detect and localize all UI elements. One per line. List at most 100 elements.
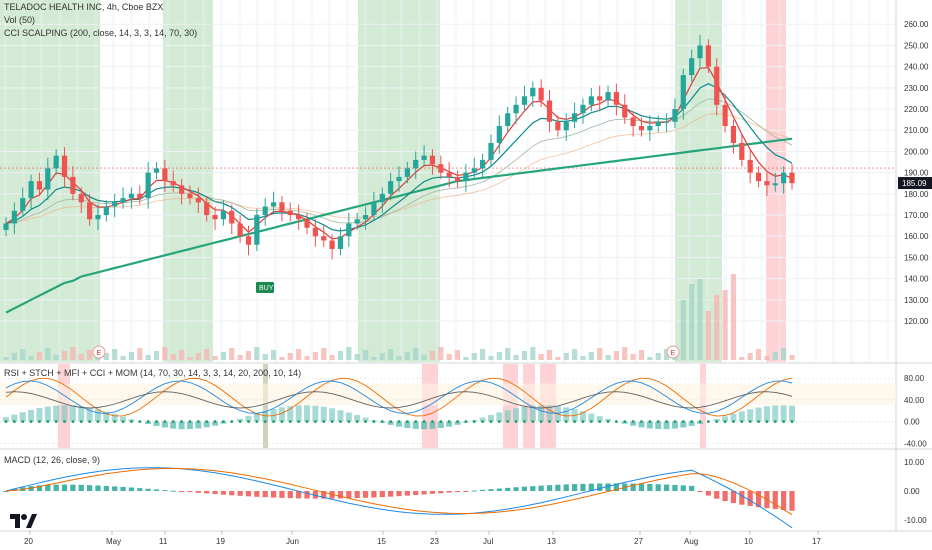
volume-bar bbox=[178, 350, 185, 360]
rsi-histogram bbox=[446, 421, 453, 427]
macd-histogram bbox=[521, 486, 528, 491]
light-stripe bbox=[184, 0, 187, 362]
rsi-zero-dot bbox=[732, 420, 735, 423]
rsi-zero-dot bbox=[130, 420, 133, 423]
price-axis-label: 210.00 bbox=[904, 126, 929, 135]
rsi-zero-dot bbox=[564, 420, 568, 423]
rsi-zero-dot bbox=[263, 420, 267, 423]
light-stripe bbox=[310, 0, 313, 362]
rsi-zero-dot bbox=[690, 420, 694, 423]
volume-bar bbox=[680, 300, 686, 360]
candle bbox=[195, 198, 201, 203]
macd-histogram bbox=[480, 489, 486, 491]
rsi-zero-dot bbox=[330, 420, 334, 423]
rsi-zero-dot bbox=[606, 420, 610, 423]
rsi-histogram bbox=[421, 421, 428, 430]
ma200-line bbox=[5, 137, 793, 314]
light-stripe bbox=[238, 0, 241, 362]
macd-histogram bbox=[638, 483, 645, 491]
rsi-histogram bbox=[337, 410, 344, 422]
light-stripe bbox=[778, 0, 781, 362]
rsi-zero-dot bbox=[38, 420, 41, 423]
light-stripe bbox=[508, 0, 511, 362]
rsi-zero-dot bbox=[12, 420, 16, 423]
candle bbox=[270, 202, 277, 207]
volume-bar bbox=[354, 354, 360, 360]
macd-histogram bbox=[287, 491, 293, 499]
volume-bar bbox=[20, 349, 26, 360]
chart-title: TELADOC HEALTH INC, 4h, Cboe BZX bbox=[4, 2, 164, 12]
volume-bar bbox=[505, 348, 511, 360]
rsi-zero-dot bbox=[46, 420, 50, 423]
time-axis-label: 17 bbox=[812, 537, 821, 546]
light-stripe bbox=[346, 0, 349, 362]
volume-bar bbox=[78, 354, 84, 360]
price-axis-label: 190.00 bbox=[904, 169, 929, 178]
macd-histogram bbox=[78, 484, 84, 491]
rsi-histogram bbox=[19, 412, 26, 422]
macd-histogram bbox=[421, 491, 427, 495]
rsi-histogram bbox=[738, 411, 745, 422]
rsi-histogram bbox=[345, 412, 352, 422]
macd-histogram bbox=[546, 485, 553, 491]
rsi-zero-dot bbox=[431, 420, 434, 423]
rsi-histogram bbox=[671, 421, 678, 429]
candle bbox=[229, 210, 235, 224]
rsi-histogram bbox=[237, 418, 244, 422]
rsi-zero-dot bbox=[355, 420, 359, 423]
macd-histogram bbox=[3, 491, 9, 492]
rsi-histogram bbox=[312, 405, 319, 422]
rsi-zero-dot bbox=[213, 420, 217, 423]
cci-legend: CCI SCALPING (200, close, 14, 3, 3, 14, … bbox=[4, 28, 198, 38]
rsi-zero-dot bbox=[88, 420, 92, 423]
rsi-axis-label: 40.00 bbox=[904, 396, 925, 405]
candle bbox=[321, 236, 327, 241]
candle bbox=[488, 142, 494, 160]
rsi-zero-dot bbox=[21, 420, 25, 423]
macd-histogram bbox=[697, 491, 703, 492]
price-axis-label: 170.00 bbox=[904, 211, 929, 220]
candle bbox=[714, 66, 720, 105]
rsi-histogram bbox=[253, 413, 260, 422]
rsi-zero-dot bbox=[205, 420, 209, 423]
price-axis-label: 200.00 bbox=[904, 147, 929, 156]
candle bbox=[638, 126, 645, 131]
rsi-histogram bbox=[680, 421, 687, 428]
light-stripe bbox=[382, 0, 385, 362]
rsi-zero-dot bbox=[481, 420, 485, 423]
price-axis-label: 150.00 bbox=[904, 253, 929, 262]
candle bbox=[647, 126, 653, 131]
macd-histogram bbox=[655, 484, 661, 491]
rsi-histogram bbox=[396, 421, 402, 427]
macd-histogram bbox=[471, 490, 477, 492]
macd-histogram bbox=[555, 484, 561, 491]
candle bbox=[262, 206, 268, 216]
rsi-zero-dot bbox=[272, 420, 275, 423]
candle bbox=[755, 172, 762, 182]
rsi-histogram bbox=[86, 407, 93, 422]
light-stripe bbox=[274, 0, 277, 362]
candle bbox=[254, 215, 260, 245]
time-axis-label: 19 bbox=[216, 537, 225, 546]
rsi-zero-dot bbox=[681, 420, 685, 423]
rsi-histogram bbox=[763, 406, 770, 422]
macd-histogram bbox=[672, 484, 678, 491]
candle bbox=[220, 210, 227, 220]
volume-bar bbox=[730, 274, 737, 360]
rsi-histogram bbox=[203, 421, 210, 428]
candle bbox=[530, 87, 536, 97]
rsi-zero-dot bbox=[104, 420, 108, 423]
candle bbox=[78, 193, 84, 203]
volume-bar bbox=[45, 348, 51, 360]
macd-histogram bbox=[187, 491, 193, 493]
rsi-zero-dot bbox=[163, 420, 167, 423]
candle bbox=[722, 104, 728, 126]
rsi-zero-dot bbox=[615, 420, 618, 423]
macd-axis-label: 10.00 bbox=[904, 458, 925, 467]
rsi-histogram bbox=[161, 421, 168, 428]
rsi-zero-dot bbox=[497, 420, 501, 423]
volume-bar bbox=[95, 357, 101, 360]
rsi-red-zone bbox=[503, 364, 518, 448]
